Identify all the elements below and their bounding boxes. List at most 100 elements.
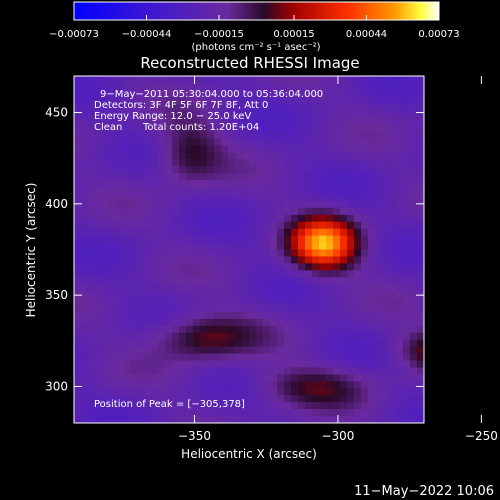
heatmap-cell bbox=[312, 187, 320, 195]
heatmap-cell bbox=[200, 187, 208, 195]
heatmap-cell bbox=[270, 284, 278, 292]
heatmap-cell bbox=[242, 409, 250, 417]
heatmap-cell bbox=[326, 152, 334, 160]
heatmap-cell bbox=[375, 200, 383, 209]
heatmap-cell bbox=[263, 159, 271, 167]
heatmap-cell bbox=[123, 311, 131, 320]
heatmap-cell bbox=[81, 249, 89, 258]
heatmap-cell bbox=[312, 193, 320, 202]
heatmap-cell bbox=[102, 277, 110, 285]
heatmap-cell bbox=[235, 284, 243, 292]
heatmap-cell bbox=[242, 416, 250, 423]
heatmap-cell bbox=[319, 214, 327, 223]
heatmap-cell bbox=[312, 124, 320, 133]
heatmap-cell bbox=[361, 360, 369, 369]
heatmap-cell bbox=[242, 291, 250, 299]
heatmap-cell bbox=[326, 270, 334, 278]
heatmap-cell bbox=[123, 270, 131, 278]
heatmap-cell bbox=[417, 131, 424, 140]
heatmap-cell bbox=[417, 76, 424, 84]
heatmap-cell bbox=[116, 360, 124, 369]
heatmap-cell bbox=[207, 214, 215, 223]
heatmap-cell bbox=[130, 374, 138, 382]
heatmap-cell bbox=[123, 103, 131, 112]
heatmap-cell bbox=[214, 263, 222, 271]
heatmap-cell bbox=[193, 103, 201, 112]
heatmap-cell bbox=[151, 131, 159, 140]
heatmap-cell bbox=[305, 173, 313, 181]
heatmap-cell bbox=[158, 117, 166, 126]
heatmap-cell bbox=[137, 76, 145, 84]
heatmap-cell bbox=[200, 388, 208, 396]
heatmap-cell bbox=[298, 270, 306, 278]
heatmap-cell bbox=[228, 117, 236, 126]
heatmap-cell bbox=[137, 388, 145, 396]
heatmap-cell bbox=[361, 96, 369, 105]
heatmap-cell bbox=[375, 346, 383, 355]
heatmap-cell bbox=[375, 381, 383, 389]
heatmap-cell bbox=[319, 360, 327, 369]
heatmap-cell bbox=[382, 173, 390, 181]
heatmap-cell bbox=[368, 187, 376, 195]
heatmap-cell bbox=[109, 96, 117, 105]
heatmap-cell bbox=[291, 242, 299, 251]
heatmap-cell bbox=[193, 311, 201, 320]
heatmap-cell bbox=[235, 332, 243, 341]
heatmap-cell bbox=[396, 325, 404, 334]
heatmap-cell bbox=[137, 214, 145, 223]
heatmap-cell bbox=[340, 138, 348, 146]
heatmap-cell bbox=[123, 82, 131, 91]
heatmap-cell bbox=[95, 242, 103, 251]
heatmap-cell bbox=[130, 145, 138, 153]
y-tick-label: 400 bbox=[45, 197, 68, 211]
heatmap-cell bbox=[347, 166, 355, 174]
heatmap-cell bbox=[340, 311, 348, 320]
heatmap-cell bbox=[130, 277, 138, 285]
heatmap-cell bbox=[165, 381, 173, 389]
heatmap-cell bbox=[291, 353, 299, 362]
heatmap-cell bbox=[137, 221, 145, 230]
heatmap-cell bbox=[207, 395, 215, 403]
heatmap-cell bbox=[305, 298, 313, 306]
heatmap-cell bbox=[172, 249, 180, 258]
heatmap-cell bbox=[354, 270, 362, 278]
heatmap-cell bbox=[221, 360, 229, 369]
heatmap-cell bbox=[340, 103, 348, 112]
heatmap-cell bbox=[319, 305, 327, 313]
heatmap-cell bbox=[333, 200, 341, 209]
heatmap-cell bbox=[207, 318, 215, 327]
heatmap-cell bbox=[214, 145, 222, 153]
heatmap-cell bbox=[81, 270, 89, 278]
heatmap-cell bbox=[270, 117, 278, 126]
heatmap-cell bbox=[228, 402, 236, 410]
heatmap-cell bbox=[410, 291, 418, 299]
heatmap-cell bbox=[144, 409, 152, 417]
heatmap-cell bbox=[382, 263, 390, 271]
heatmap-cell bbox=[382, 346, 390, 355]
heatmap-cell bbox=[81, 353, 89, 362]
heatmap-cell bbox=[326, 235, 334, 244]
heatmap-cell bbox=[214, 96, 222, 105]
heatmap-cell bbox=[291, 270, 299, 278]
heatmap-cell bbox=[256, 332, 264, 341]
heatmap-cell bbox=[291, 187, 299, 195]
heatmap-cell bbox=[389, 332, 397, 341]
heatmap-cell bbox=[144, 103, 152, 112]
heatmap-cell bbox=[172, 145, 180, 153]
heatmap-cell bbox=[291, 402, 299, 410]
heatmap-cell bbox=[417, 103, 424, 112]
heatmap-cell bbox=[151, 416, 159, 423]
heatmap-cell bbox=[130, 200, 138, 209]
heatmap-cell bbox=[214, 187, 222, 195]
heatmap-cell bbox=[361, 256, 369, 264]
heatmap-cell bbox=[193, 200, 201, 209]
heatmap-cell bbox=[235, 103, 243, 112]
heatmap-cell bbox=[326, 207, 334, 216]
heatmap-cell bbox=[284, 360, 292, 369]
heatmap-cell bbox=[144, 173, 152, 181]
heatmap-cell bbox=[158, 311, 166, 320]
heatmap-cell bbox=[291, 193, 299, 202]
heatmap-cell bbox=[235, 249, 243, 258]
heatmap-cell bbox=[228, 311, 236, 320]
heatmap-cell bbox=[319, 270, 327, 278]
